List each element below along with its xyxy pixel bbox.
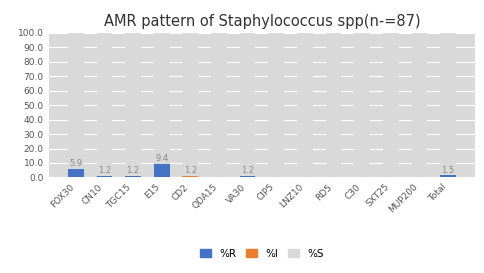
Bar [211,33,227,177]
Bar [96,33,112,176]
Text: 1.2: 1.2 [126,166,139,175]
Bar [239,176,255,177]
Text: 5.9: 5.9 [69,159,82,168]
Text: 1.2: 1.2 [241,166,254,175]
Title: AMR pattern of Staphylococcus spp(n-=87): AMR pattern of Staphylococcus spp(n-=87) [104,14,419,29]
Bar [382,33,398,177]
Bar [410,33,426,177]
Legend: %R, %I, %S: %R, %I, %S [200,249,323,259]
Text: 1.5: 1.5 [440,165,454,174]
Text: 1.2: 1.2 [98,166,111,175]
Bar [96,176,112,177]
Bar [125,33,141,176]
Bar [182,176,198,177]
Bar [296,33,312,177]
Bar [439,33,455,175]
Text: 1.2: 1.2 [183,166,197,175]
Bar [68,33,83,169]
Text: 9.4: 9.4 [155,154,168,163]
Bar [268,33,284,177]
Bar [325,33,341,177]
Bar [153,164,169,177]
Bar [353,33,369,177]
Bar [239,33,255,176]
Bar [182,33,198,176]
Bar [439,175,455,177]
Bar [125,176,141,177]
Bar [68,169,83,177]
Bar [153,33,169,164]
